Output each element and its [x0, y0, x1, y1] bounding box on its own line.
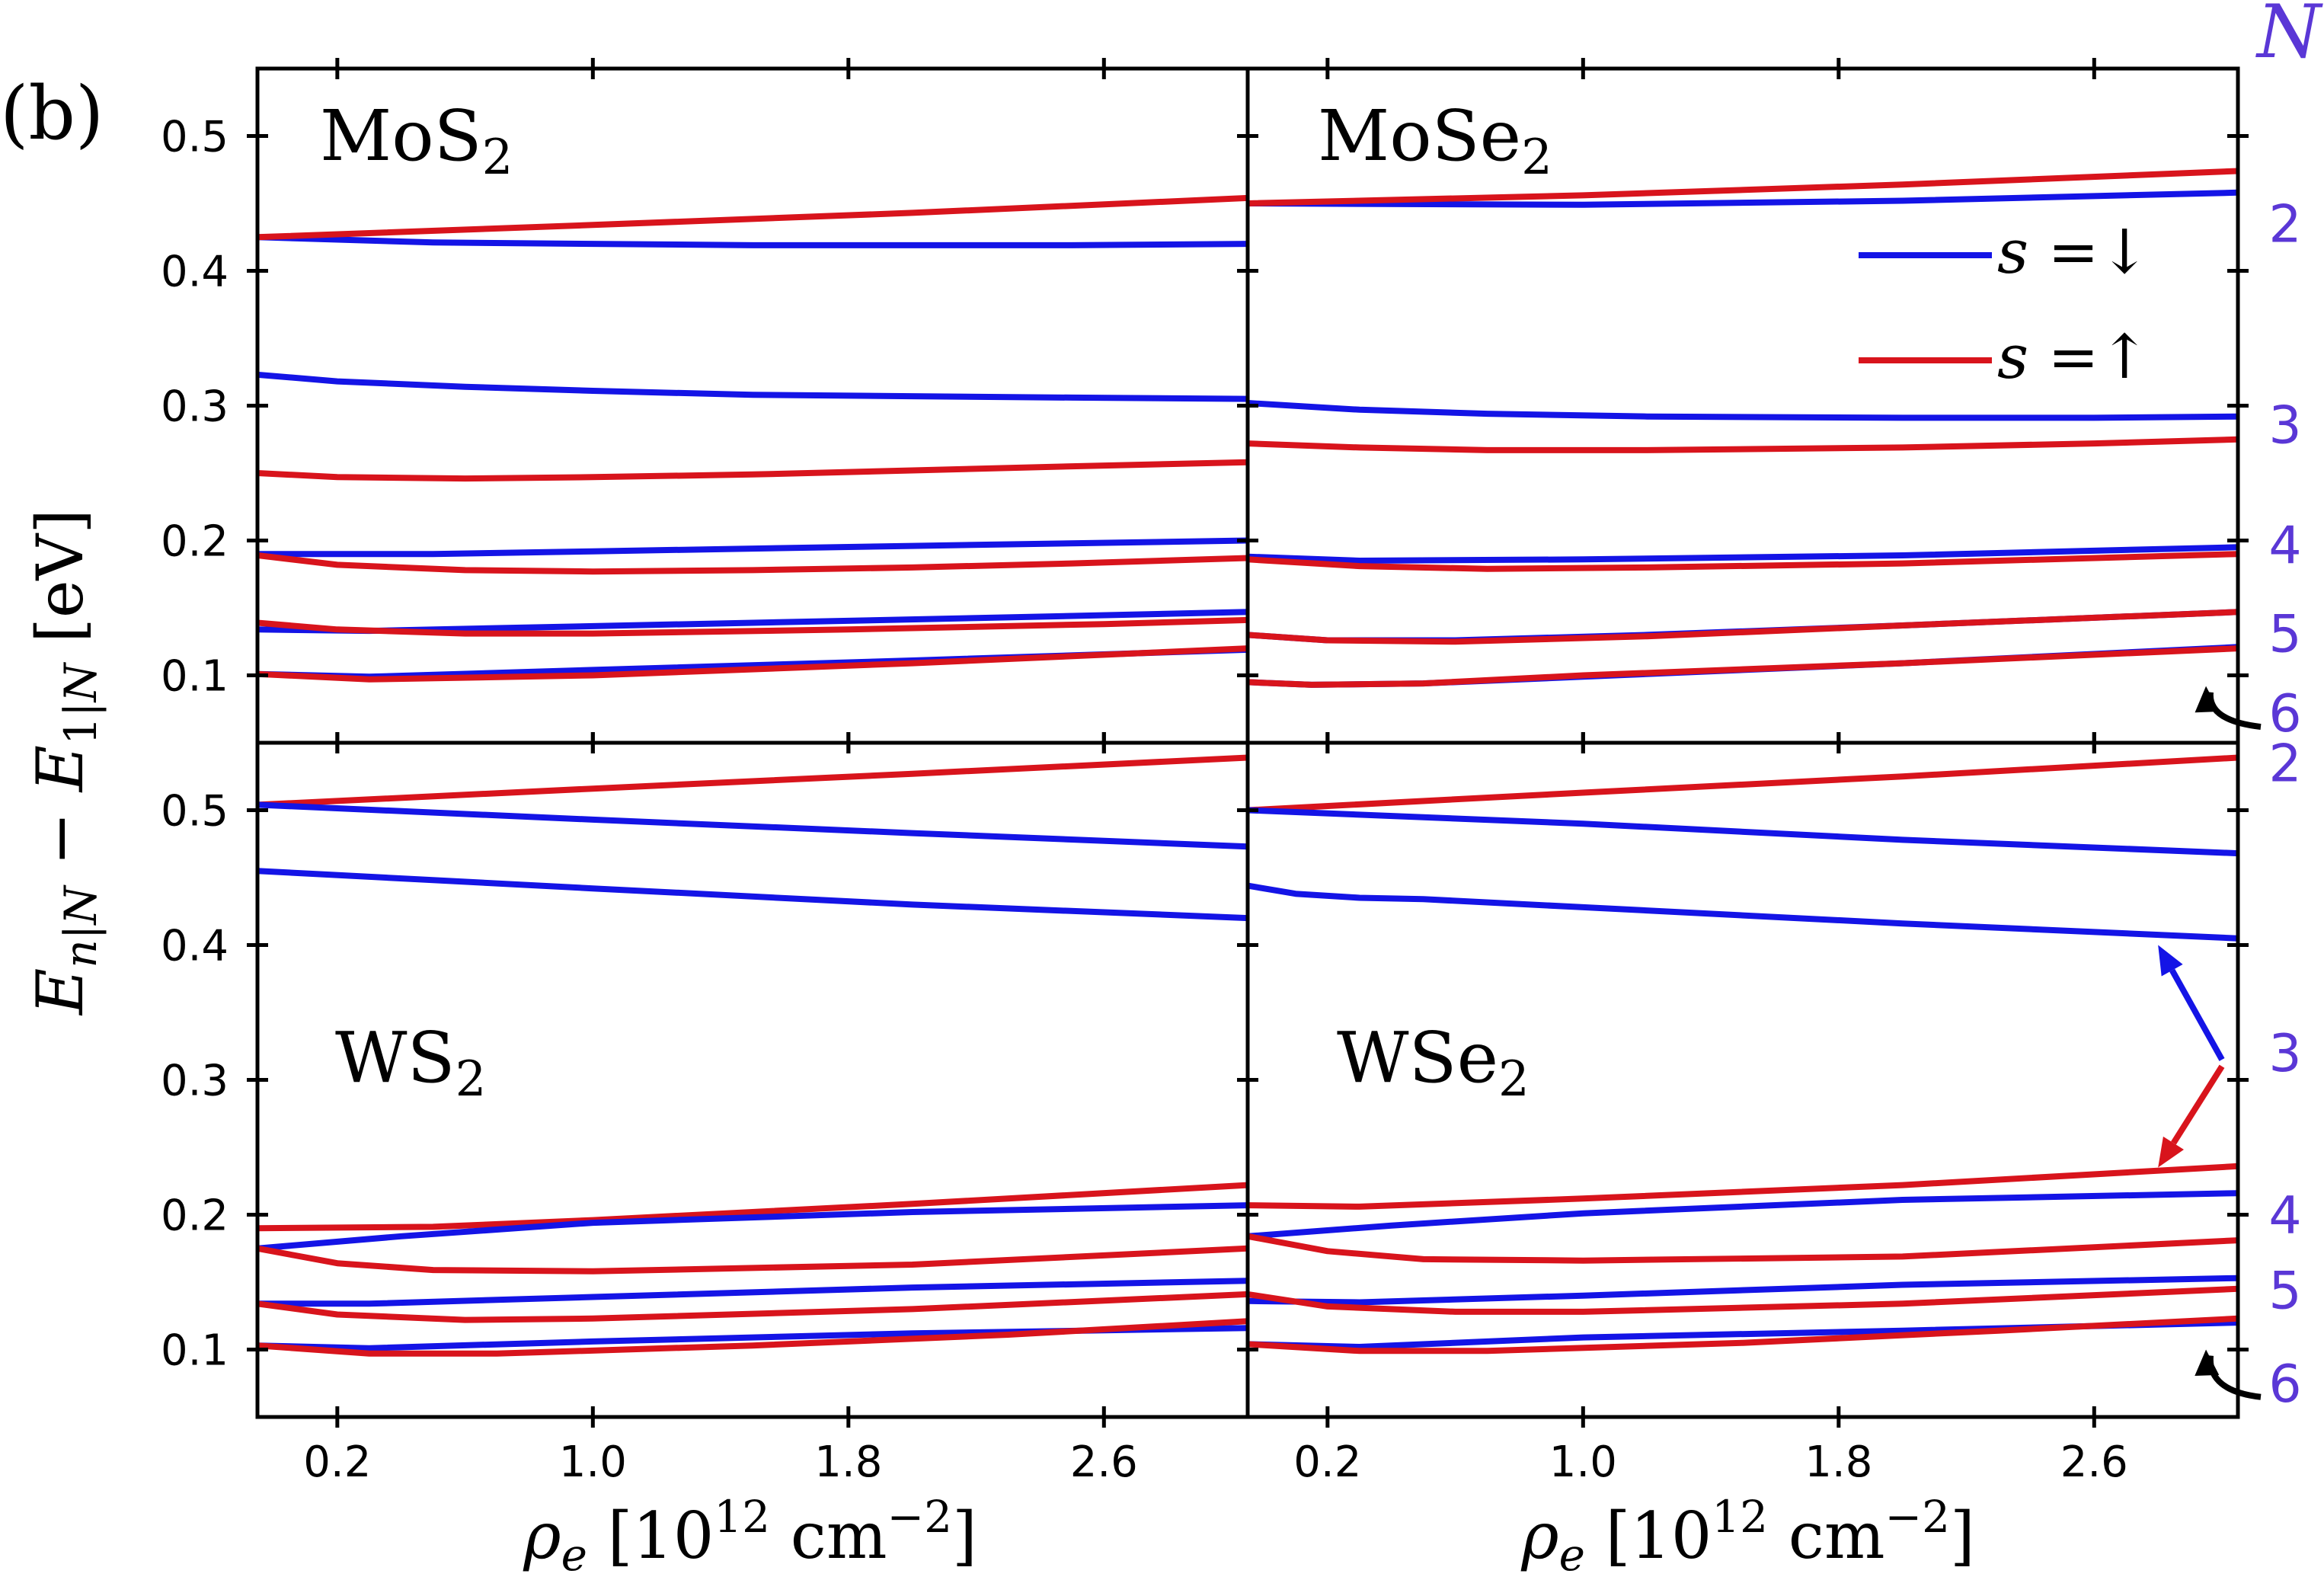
n-label: 6: [2268, 684, 2301, 744]
black-arrow: [2195, 1349, 2262, 1400]
n-label: 2: [2268, 195, 2301, 255]
series-line-up: [257, 1318, 1248, 1357]
y-tick-label: 0.2: [161, 517, 229, 567]
blue-arrow: [2158, 945, 2225, 1061]
series-line-down: [257, 234, 1248, 248]
series-line-down: [1248, 882, 2238, 942]
x-tick-label: 0.2: [303, 1438, 371, 1487]
red-arrow: [2158, 1064, 2225, 1168]
series-line-down: [257, 801, 1248, 850]
n-label: 4: [2268, 516, 2301, 576]
series-line-up: [1248, 1315, 2238, 1355]
n-label: 3: [2268, 395, 2301, 456]
panel-title: MoS2: [320, 95, 513, 186]
x-tick-label: 2.6: [2060, 1438, 2128, 1487]
series-line-up: [1248, 168, 2238, 206]
black-arrow: [2195, 686, 2262, 731]
series-line-up: [1248, 754, 2238, 814]
n-axis-header: N: [2255, 0, 2323, 75]
series-line-up: [1248, 436, 2238, 453]
legend: s =↓ s =↑: [1859, 216, 2150, 392]
series-line-up: [257, 459, 1248, 482]
y-axis-label: En|N − E1|N [eV]: [23, 509, 107, 1016]
n-label: 6: [2268, 1355, 2301, 1415]
series-line-up: [257, 1291, 1248, 1323]
series-line-up: [1248, 609, 2238, 645]
series-line-up: [1248, 551, 2238, 572]
n-label: 5: [2268, 605, 2301, 665]
panel-mos2: 0.1 0.2 0.3 0.4 0.5 MoS2: [161, 58, 1258, 753]
x-tick-label: 2.6: [1070, 1438, 1138, 1487]
series-line-up: [257, 754, 1248, 808]
legend-label-down: s =↓: [1997, 216, 2150, 287]
series-line-up: [257, 194, 1248, 241]
series-line-up: [257, 1245, 1248, 1275]
y-tick-label: 0.4: [161, 922, 229, 971]
series-line-up: [257, 552, 1248, 575]
panel-wse2: 0.2 1.0 1.8 2.6 WSe2 2 3 4 5 6: [1237, 732, 2302, 1487]
y-tick-label: 0.5: [161, 787, 229, 836]
series-line-down: [1248, 544, 2238, 564]
x-axis-label-right: ρe [1012 cm−2]: [1520, 1491, 1975, 1580]
series-line-down: [257, 1202, 1248, 1252]
series-line-down: [257, 868, 1248, 922]
n-label: 2: [2268, 734, 2301, 795]
panel-title: WSe2: [1337, 1017, 1530, 1108]
y-tick-label: 0.1: [161, 1326, 229, 1376]
x-tick-label: 1.0: [559, 1438, 627, 1487]
series-line-down: [257, 371, 1248, 402]
panel-title: MoSe2: [1318, 95, 1552, 186]
series-line-up: [257, 616, 1248, 637]
panel-ws2: 0.1 0.2 0.3 0.4 0.5 0.2 1.0 1.8 2.6 WS2: [161, 732, 1258, 1487]
series-line-up: [1248, 645, 2238, 688]
n-label: 4: [2268, 1186, 2301, 1246]
series-line-up: [1248, 1163, 2238, 1210]
series-line-down: [257, 537, 1248, 558]
y-tick-label: 0.4: [161, 248, 229, 297]
x-tick-label: 1.0: [1549, 1438, 1617, 1487]
y-tick-label: 0.3: [161, 1057, 229, 1106]
series-line-down: [1248, 1275, 2238, 1306]
x-axis-label-left: ρe [1012 cm−2]: [523, 1491, 977, 1580]
legend-label-up: s =↑: [1997, 321, 2150, 392]
n-label: 3: [2268, 1024, 2301, 1084]
n-label: 5: [2268, 1262, 2301, 1322]
y-tick-label: 0.5: [161, 113, 229, 162]
panel-label: (b): [0, 71, 104, 156]
panel-title: WS2: [335, 1017, 486, 1108]
series-line-down: [1248, 1190, 2238, 1239]
y-tick-label: 0.1: [161, 652, 229, 702]
series-line-up: [257, 645, 1248, 683]
x-tick-label: 0.2: [1293, 1438, 1361, 1487]
x-tick-label: 1.8: [1805, 1438, 1872, 1487]
series-line-up: [1248, 1285, 2238, 1315]
series-line-down: [1248, 807, 2238, 857]
series-line-down: [1248, 400, 2238, 421]
x-tick-label: 1.8: [814, 1438, 882, 1487]
series-line-up: [1248, 1233, 2238, 1264]
y-tick-label: 0.2: [161, 1191, 229, 1241]
series-line-down: [1248, 189, 2238, 208]
series-line-down: [257, 1278, 1248, 1307]
y-tick-label: 0.3: [161, 382, 229, 432]
